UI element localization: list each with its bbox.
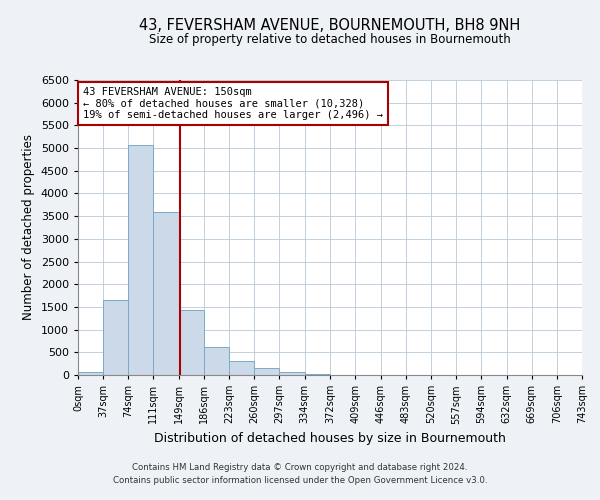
Text: 43, FEVERSHAM AVENUE, BOURNEMOUTH, BH8 9NH: 43, FEVERSHAM AVENUE, BOURNEMOUTH, BH8 9…: [139, 18, 521, 32]
Bar: [78, 372, 103, 375]
Bar: [229, 362, 254, 375]
Bar: [204, 348, 229, 375]
Bar: [254, 368, 280, 375]
Text: Size of property relative to detached houses in Bournemouth: Size of property relative to detached ho…: [149, 32, 511, 46]
Bar: [179, 310, 204, 375]
Bar: [128, 144, 153, 375]
Text: Contains public sector information licensed under the Open Government Licence v3: Contains public sector information licen…: [113, 476, 487, 485]
Text: 43 FEVERSHAM AVENUE: 150sqm
← 80% of detached houses are smaller (10,328)
19% of: 43 FEVERSHAM AVENUE: 150sqm ← 80% of det…: [83, 87, 383, 120]
Bar: [305, 374, 331, 375]
Bar: [280, 372, 305, 375]
X-axis label: Distribution of detached houses by size in Bournemouth: Distribution of detached houses by size …: [154, 432, 506, 445]
Y-axis label: Number of detached properties: Number of detached properties: [22, 134, 35, 320]
Text: Contains HM Land Registry data © Crown copyright and database right 2024.: Contains HM Land Registry data © Crown c…: [132, 464, 468, 472]
Bar: [103, 300, 128, 375]
Bar: [153, 212, 179, 375]
